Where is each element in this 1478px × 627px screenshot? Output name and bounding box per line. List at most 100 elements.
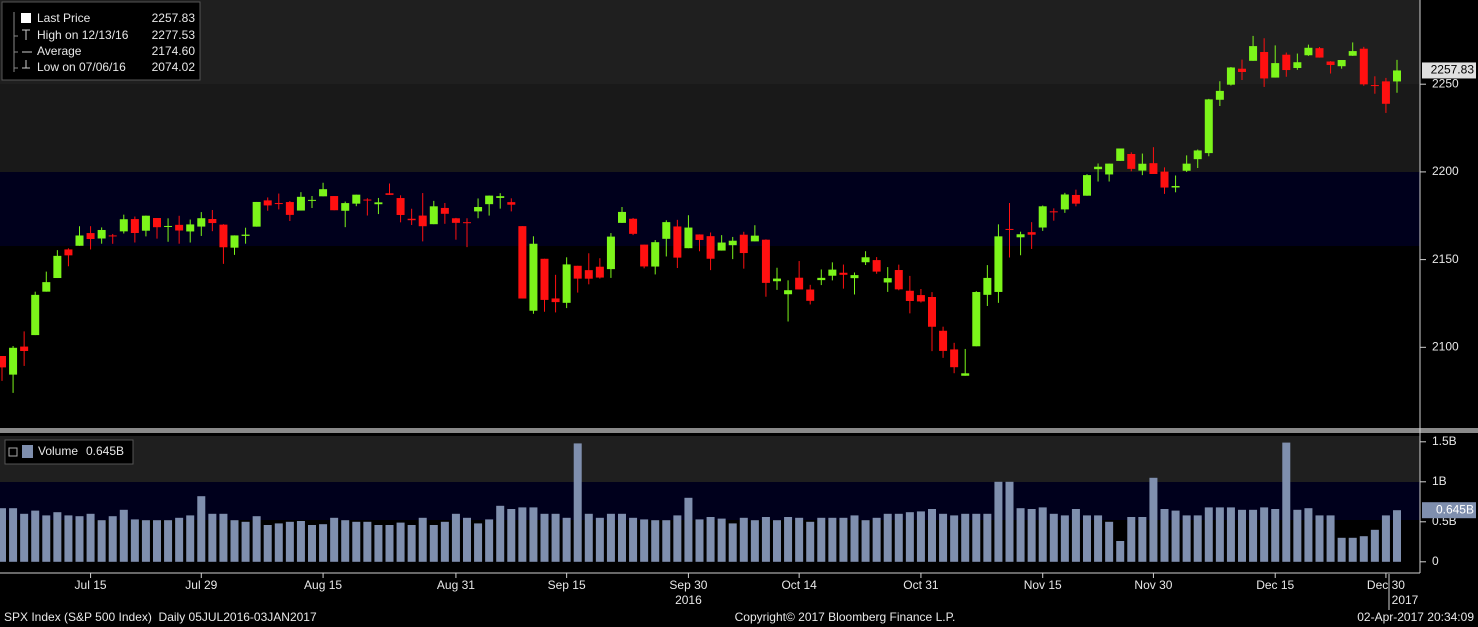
volume-bar <box>31 510 40 562</box>
candle-body <box>717 242 726 251</box>
volume-bar <box>1182 515 1191 562</box>
candle-body <box>518 226 527 299</box>
volume-bar <box>706 517 715 562</box>
volume-bar <box>1105 521 1114 562</box>
volume-bar <box>806 521 815 562</box>
legend-value: 2257.83 <box>152 11 196 25</box>
volume-bar <box>651 520 660 562</box>
volume-bar <box>64 515 73 562</box>
candle-body <box>9 347 18 375</box>
volume-bar <box>119 509 128 562</box>
candle-body <box>42 282 51 292</box>
candle-body <box>595 266 604 278</box>
candle-body <box>1260 52 1269 79</box>
last-price-tag <box>1422 62 1476 79</box>
footer-left: SPX Index (S&P 500 Index) Daily 05JUL201… <box>4 610 317 624</box>
candle-body <box>961 373 970 376</box>
volume-bar <box>994 481 1003 562</box>
candle-body <box>474 207 483 212</box>
volume-bar <box>817 517 826 562</box>
volume-bar <box>20 513 29 562</box>
volume-bar <box>274 523 283 562</box>
candle-body <box>263 200 272 206</box>
y-tick-label: 0 <box>1432 554 1439 568</box>
candle-body <box>119 219 128 232</box>
legend-toggle[interactable] <box>8 447 18 457</box>
candle-body <box>817 277 826 281</box>
volume-bar <box>1337 537 1346 562</box>
candle-body <box>1149 163 1158 174</box>
candle-body <box>1049 211 1058 213</box>
band <box>0 172 1420 246</box>
legend-label: Last Price <box>37 11 91 25</box>
candle-body <box>662 222 671 239</box>
candle-body <box>1370 85 1379 87</box>
legend-icon <box>22 29 32 69</box>
volume-bar <box>1160 509 1169 562</box>
candle-body <box>1326 61 1335 65</box>
candle-body <box>396 198 405 215</box>
candle-body <box>1293 62 1302 68</box>
volume-bar <box>850 515 859 562</box>
candle-body <box>1182 163 1191 171</box>
candle-body <box>529 243 538 311</box>
volume-bar <box>640 519 649 562</box>
candle-body <box>861 257 870 263</box>
volume-bar <box>761 517 770 562</box>
candle-body <box>684 227 693 249</box>
band <box>0 0 1420 84</box>
candle-body <box>418 215 427 227</box>
legend-value: 2277.53 <box>152 28 196 42</box>
candle-body <box>629 218 638 234</box>
volume-bar <box>1171 510 1180 562</box>
candle-body <box>795 277 804 290</box>
candle-body <box>20 346 29 351</box>
volume-bar <box>363 521 372 562</box>
volume-bar <box>374 525 383 562</box>
volume-bar <box>352 521 361 562</box>
volume-bar <box>673 515 682 562</box>
volume-bar <box>1359 536 1368 562</box>
candle-body <box>1359 48 1368 85</box>
candle-body <box>839 272 848 275</box>
candle-body <box>1271 63 1280 78</box>
candle-body <box>1071 194 1080 204</box>
candle-body <box>1238 68 1246 72</box>
volume-bar <box>695 519 704 562</box>
candle-body <box>1226 67 1235 85</box>
last-volume-tag <box>1422 502 1476 519</box>
candle-body <box>1393 70 1401 82</box>
volume-bar <box>153 520 161 562</box>
candle-body <box>285 202 294 215</box>
volume-bar <box>1138 517 1147 562</box>
volume-bar <box>606 513 615 562</box>
x-year-label: 2016 <box>675 593 702 607</box>
volume-bar <box>518 507 527 562</box>
candle-body <box>31 294 40 336</box>
candle-body <box>1337 60 1346 67</box>
candle-body <box>451 218 460 223</box>
legend-icon <box>22 445 33 458</box>
volume-bar <box>750 520 759 562</box>
x-tick-label: Sep 15 <box>548 578 586 592</box>
candle-body <box>507 202 516 205</box>
volume-bar <box>1249 509 1258 562</box>
volume-bar <box>1215 507 1224 562</box>
legend-value: 0.645B <box>86 444 124 458</box>
candle-body <box>928 297 936 327</box>
footer-center: Copyright© 2017 Bloomberg Finance L.P. <box>735 610 956 624</box>
volume-bar <box>440 521 449 562</box>
candle-body <box>1094 166 1103 170</box>
candle-body <box>640 244 649 267</box>
candle-body <box>1171 186 1180 188</box>
candle-body <box>141 215 150 231</box>
volume-bar <box>784 517 793 562</box>
x-tick-label: Sep 30 <box>669 578 707 592</box>
candle-body <box>330 196 339 211</box>
volume-bar <box>175 517 184 562</box>
x-tick-label: Aug 15 <box>304 578 342 592</box>
legend-label: High on 12/13/16 <box>37 28 129 42</box>
volume-bar <box>861 520 870 562</box>
volume-bar <box>197 496 206 562</box>
